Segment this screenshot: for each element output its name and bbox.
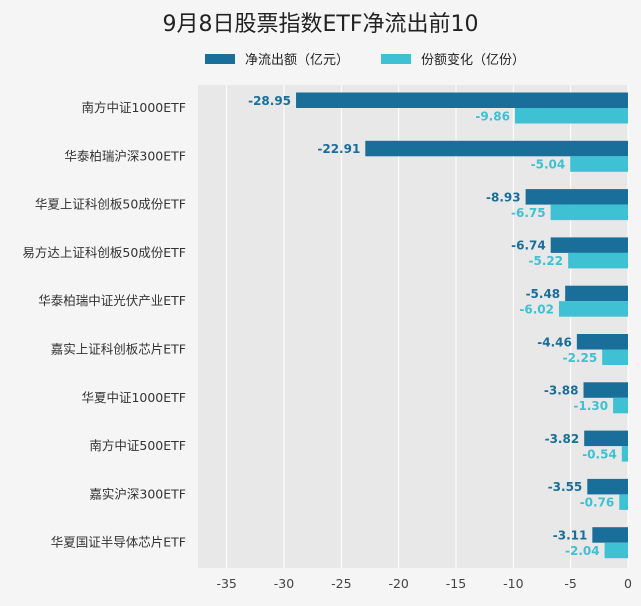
- bar-share-change: [621, 446, 628, 462]
- data-label-outflow: -3.82: [545, 432, 580, 446]
- x-tick-label: -20: [388, 576, 408, 591]
- category-label: 华夏国证半导体芯片ETF: [51, 535, 186, 550]
- category-label: 南方中证500ETF: [89, 438, 186, 453]
- category-label: 嘉实上证科创板芯片ETF: [51, 342, 186, 357]
- bar-outflow: [365, 140, 628, 157]
- bar-share-change: [619, 494, 628, 510]
- legend-label-outflow: 净流出额（亿元）: [245, 53, 350, 68]
- bar-outflow: [592, 527, 628, 543]
- data-label-share-change: -5.04: [531, 158, 566, 172]
- data-label-share-change: -5.22: [529, 254, 564, 268]
- data-label-outflow: -3.55: [548, 480, 583, 494]
- legend-swatch-outflow: [205, 53, 235, 64]
- x-tick-label: -30: [274, 576, 294, 591]
- legend-label-share-change: 份额变化（亿份）: [421, 53, 526, 68]
- legend-swatch-share-change: [381, 53, 411, 64]
- data-label-outflow: -3.11: [553, 528, 588, 542]
- category-label: 南方中证1000ETF: [81, 100, 186, 115]
- bar-outflow: [296, 92, 628, 108]
- bar-share-change: [550, 204, 628, 221]
- data-label-outflow: -5.48: [526, 287, 561, 301]
- bar-share-change: [558, 301, 628, 317]
- x-tick-label: 0: [624, 576, 632, 591]
- bar-outflow: [583, 382, 628, 398]
- data-label-outflow: -8.93: [486, 190, 521, 204]
- bar-share-change: [604, 542, 628, 559]
- bar-outflow: [584, 430, 628, 447]
- category-label: 华夏上证科创板50成份ETF: [35, 197, 186, 212]
- data-label-share-change: -2.04: [565, 544, 600, 558]
- x-tick-label: -35: [216, 576, 236, 591]
- bar-share-change: [613, 397, 628, 414]
- x-tick-label: -10: [503, 576, 523, 591]
- data-label-outflow: -6.74: [511, 239, 546, 253]
- bar-outflow: [550, 237, 628, 253]
- bar-outflow: [576, 334, 628, 350]
- data-label-outflow: -4.46: [537, 335, 572, 349]
- data-label-share-change: -9.86: [475, 109, 510, 123]
- category-label: 华泰柏瑞沪深300ETF: [64, 148, 186, 163]
- bar-share-change: [514, 108, 628, 124]
- legend-item-share-change: 份额变化（亿份）: [381, 49, 525, 68]
- plot-area: [198, 85, 628, 568]
- category-label: 易方达上证科创板50成份ETF: [22, 245, 186, 260]
- x-tick-label: -5: [564, 576, 576, 591]
- data-label-share-change: -0.54: [582, 447, 617, 461]
- bar-share-change: [568, 252, 628, 269]
- data-label-outflow: -22.91: [317, 142, 360, 156]
- legend: 净流出额（亿元） 份额变化（亿份）: [0, 49, 641, 69]
- data-label-share-change: -0.76: [580, 496, 615, 510]
- bar-outflow: [587, 478, 628, 495]
- category-label: 华夏中证1000ETF: [81, 390, 186, 405]
- x-tick-label: -15: [446, 576, 466, 591]
- data-label-outflow: -3.88: [544, 384, 579, 398]
- bar-share-change: [570, 156, 628, 172]
- category-label: 嘉实沪深300ETF: [89, 486, 186, 501]
- x-tick-label: -25: [331, 576, 351, 591]
- bar-share-change: [602, 349, 628, 365]
- bar-outflow: [565, 285, 628, 302]
- data-label-share-change: -1.30: [573, 399, 608, 413]
- data-label-share-change: -6.75: [511, 206, 546, 220]
- data-label-outflow: -28.95: [248, 94, 291, 108]
- data-label-share-change: -2.25: [563, 351, 598, 365]
- data-label-share-change: -6.02: [519, 302, 554, 316]
- legend-item-outflow: 净流出额（亿元）: [205, 49, 349, 68]
- category-label: 华泰柏瑞中证光伏产业ETF: [38, 293, 186, 308]
- chart-title: 9月8日股票指数ETF净流出前10: [162, 12, 479, 37]
- bar-outflow: [525, 189, 628, 205]
